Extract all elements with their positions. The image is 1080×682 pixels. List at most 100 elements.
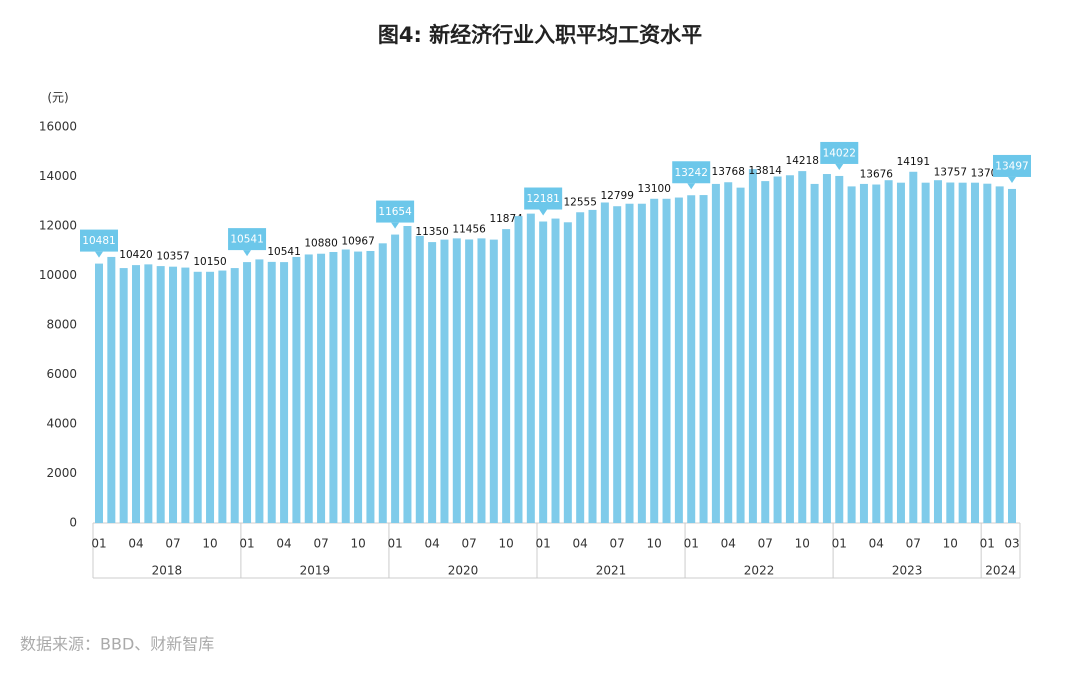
bar — [921, 182, 930, 523]
callout-box — [672, 161, 711, 184]
bar — [847, 186, 856, 523]
year-label: 2024 — [985, 564, 1016, 578]
bar — [613, 206, 622, 524]
bar — [292, 256, 301, 523]
value-label: 13497 — [995, 160, 1028, 172]
value-label: 10541 — [230, 234, 263, 246]
bar — [489, 239, 498, 524]
value-label: 11350 — [415, 226, 448, 238]
bar — [169, 266, 178, 523]
value-label: 14218 — [786, 155, 819, 167]
value-label: 11456 — [452, 223, 486, 235]
bar — [366, 250, 375, 523]
bar — [748, 169, 757, 523]
bar — [650, 198, 659, 523]
value-label: 13768 — [712, 166, 745, 178]
x-tick-label: 01 — [684, 537, 699, 551]
bar — [243, 262, 252, 523]
x-tick-label: 01 — [832, 537, 847, 551]
bar — [230, 268, 239, 523]
bar — [428, 242, 437, 523]
value-label: 10967 — [341, 236, 374, 248]
x-tick-label: 01 — [91, 537, 106, 551]
x-tick-label: 07 — [906, 537, 921, 551]
bar — [687, 195, 696, 523]
bar — [674, 197, 683, 523]
bar — [711, 183, 720, 524]
value-label: 10880 — [304, 238, 337, 250]
x-tick-label: 04 — [721, 537, 736, 551]
bar — [267, 261, 276, 523]
bar — [354, 251, 363, 523]
value-label: 13676 — [860, 169, 894, 181]
x-tick-label: 04 — [128, 537, 143, 551]
bar — [563, 222, 572, 523]
y-tick-label: 14000 — [39, 169, 77, 183]
bar — [539, 221, 548, 523]
bar — [896, 182, 905, 523]
bar — [970, 182, 979, 523]
bar — [872, 184, 881, 524]
bar — [859, 183, 868, 524]
bar — [983, 183, 992, 523]
callout-pointer — [243, 250, 252, 257]
x-tick-label: 07 — [758, 537, 773, 551]
bar — [341, 249, 350, 523]
bar — [304, 254, 313, 523]
bar — [317, 253, 326, 523]
x-tick-label: 04 — [573, 537, 588, 551]
callout-pointer — [687, 183, 696, 190]
x-tick-label: 03 — [1004, 537, 1019, 551]
bar — [958, 182, 967, 523]
value-label: 10541 — [267, 246, 300, 258]
bar — [699, 195, 708, 523]
bar — [576, 212, 585, 524]
year-label: 2023 — [892, 564, 923, 578]
year-label: 2018 — [152, 564, 183, 578]
year-label: 2019 — [300, 564, 331, 578]
x-tick-label: 07 — [610, 537, 625, 551]
source-note: 数据来源：BBD、财新智库 — [20, 635, 214, 654]
bar — [625, 203, 634, 523]
callout-box — [80, 229, 118, 252]
bar — [785, 175, 794, 523]
x-tick-label: 01 — [536, 537, 551, 551]
value-label: 14191 — [897, 156, 930, 168]
callout-pointer — [539, 209, 548, 216]
bar — [588, 209, 597, 523]
bar — [600, 202, 609, 524]
bar — [946, 182, 955, 523]
bar — [452, 238, 461, 523]
value-label: 12799 — [600, 190, 633, 202]
bar — [144, 264, 153, 523]
value-label: 14022 — [823, 147, 856, 159]
x-tick-label: 04 — [869, 537, 884, 551]
x-tick-label: 10 — [943, 537, 958, 551]
callout-box — [820, 141, 859, 164]
bar — [662, 198, 671, 523]
x-tick-label: 04 — [276, 537, 291, 551]
bar — [156, 266, 165, 523]
bar — [736, 187, 745, 523]
bar — [193, 271, 202, 523]
value-label: 11654 — [378, 206, 412, 218]
y-tick-label: 8000 — [46, 318, 77, 332]
bar — [810, 183, 819, 524]
bar — [403, 226, 412, 523]
callout-pointer — [391, 222, 400, 229]
bar — [95, 263, 103, 523]
x-tick-label: 07 — [461, 537, 476, 551]
bar — [761, 181, 770, 523]
y-tick-label: 4000 — [46, 417, 77, 431]
x-tick-label: 10 — [795, 537, 810, 551]
y-tick-label: 12000 — [39, 219, 77, 233]
callout-pointer — [1008, 176, 1016, 183]
bar — [551, 218, 560, 523]
value-label: 10420 — [119, 249, 152, 261]
bar — [181, 267, 190, 523]
bar — [798, 171, 807, 524]
x-tick-label: 04 — [424, 537, 439, 551]
bar — [514, 216, 523, 523]
bar — [119, 268, 128, 523]
bar — [107, 256, 116, 523]
